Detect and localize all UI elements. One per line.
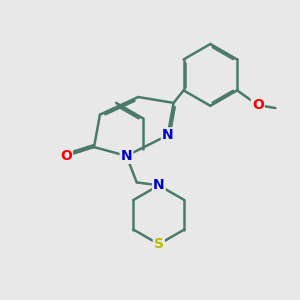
Text: N: N	[162, 128, 173, 142]
Text: N: N	[121, 149, 132, 163]
Text: O: O	[252, 98, 264, 112]
Text: O: O	[60, 149, 72, 163]
Text: N: N	[153, 178, 165, 192]
Text: S: S	[154, 237, 164, 251]
